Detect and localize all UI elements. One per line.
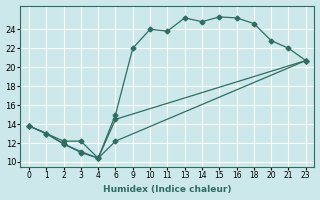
X-axis label: Humidex (Indice chaleur): Humidex (Indice chaleur): [103, 185, 232, 194]
